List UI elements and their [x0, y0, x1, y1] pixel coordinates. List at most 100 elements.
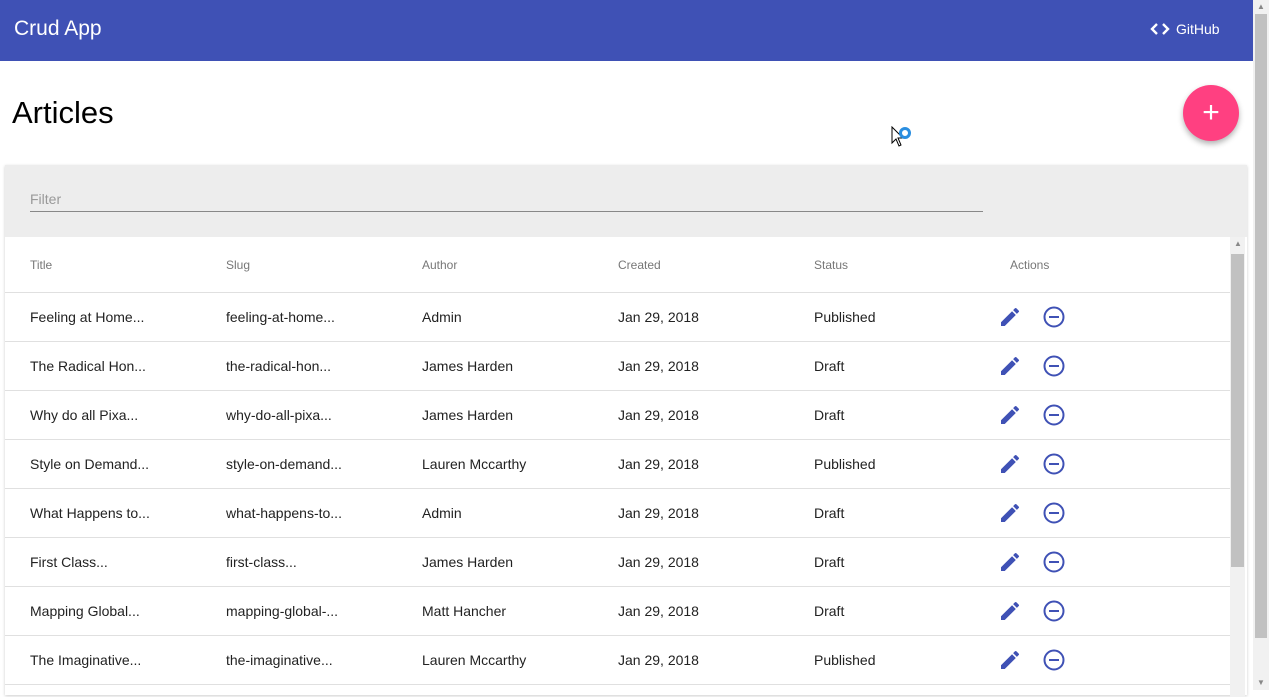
scroll-up-arrow-icon[interactable]: ▲ [1257, 2, 1265, 11]
table-row: The Imaginative... the-imaginative... Laur… [5, 636, 1230, 685]
app-bar: Crud App GitHub [0, 0, 1253, 61]
cell-actions [985, 599, 1181, 623]
cell-title: The Imaginative... [30, 652, 142, 668]
table-scrollbar-thumb[interactable] [1231, 254, 1244, 567]
cell-slug: feeling-at-home... [226, 309, 335, 325]
column-header-author[interactable]: Author [422, 257, 458, 272]
remove-circle-icon [1043, 600, 1065, 622]
remove-circle-icon [1043, 649, 1065, 671]
github-link[interactable]: GitHub [1150, 21, 1220, 37]
cell-title: Style on Demand... [30, 456, 150, 472]
cell-status: Draft [814, 505, 845, 521]
delete-button[interactable] [1042, 305, 1066, 329]
cell-slug: first-class... [226, 554, 297, 570]
delete-button[interactable] [1042, 452, 1066, 476]
cell-slug: why-do-all-pixa... [226, 407, 332, 423]
busy-cursor-icon [891, 126, 911, 147]
cell-author: Admin [422, 309, 462, 325]
page-scrollbar[interactable]: ▲ ▼ [1253, 0, 1269, 690]
cell-status: Published [814, 309, 876, 325]
table-header: Title Slug Author Created Status Actions [5, 237, 1230, 293]
table-row: Style on Demand... style-on-demand... Laur… [5, 440, 1230, 489]
edit-button[interactable] [998, 403, 1022, 427]
scroll-down-arrow-icon[interactable]: ▼ [1257, 678, 1265, 687]
remove-circle-icon [1043, 404, 1065, 426]
delete-button[interactable] [1042, 648, 1066, 672]
cell-actions [985, 550, 1181, 574]
cell-actions [985, 648, 1181, 672]
cell-status: Published [814, 652, 876, 668]
code-icon [1150, 23, 1170, 35]
cell-actions [985, 305, 1181, 329]
articles-card: Title Slug Author Created Status Actions… [5, 165, 1247, 697]
cell-author: James Harden [422, 407, 514, 423]
table-row: Why do all Pixa... why-do-all-pixa... Jame… [5, 391, 1230, 440]
column-header-title[interactable]: Title [30, 257, 53, 272]
edit-button[interactable] [998, 452, 1022, 476]
cell-actions [985, 403, 1181, 427]
cell-status: Draft [814, 554, 845, 570]
app-title: Crud App [14, 17, 102, 40]
pencil-icon [1001, 503, 1020, 522]
pencil-icon [1001, 356, 1020, 375]
edit-button[interactable] [998, 648, 1022, 672]
delete-button[interactable] [1042, 599, 1066, 623]
plus-icon: + [1202, 96, 1220, 129]
column-header-created[interactable]: Created [618, 257, 661, 272]
column-header-status[interactable]: Status [814, 257, 849, 272]
cell-title: The Radical Hon... [30, 358, 146, 374]
column-header-slug[interactable]: Slug [226, 257, 251, 272]
remove-circle-icon [1043, 453, 1065, 475]
edit-button[interactable] [998, 550, 1022, 574]
filter-input[interactable] [30, 187, 983, 212]
page-title: Articles [12, 95, 114, 130]
remove-circle-icon [1043, 306, 1065, 328]
pencil-icon [1001, 650, 1020, 669]
cell-author: Lauren Mccarthy [422, 652, 527, 668]
cell-title: Mapping Global... [30, 603, 140, 619]
filter-bar [5, 165, 1247, 237]
delete-button[interactable] [1042, 354, 1066, 378]
cell-created: Jan 29, 2018 [618, 554, 699, 570]
pencil-icon [1001, 454, 1020, 473]
articles-table: Title Slug Author Created Status Actions… [5, 237, 1230, 685]
table-row: Mapping Global... mapping-global-... Matt … [5, 587, 1230, 636]
remove-circle-icon [1043, 502, 1065, 524]
cell-status: Published [814, 456, 876, 472]
pencil-icon [1001, 552, 1020, 571]
scroll-up-arrow-icon[interactable]: ▲ [1234, 239, 1242, 248]
cell-actions [985, 501, 1181, 525]
cell-author: James Harden [422, 358, 514, 374]
cell-author: Matt Hancher [422, 603, 507, 619]
cell-slug: style-on-demand... [226, 456, 342, 472]
table-row: The Radical Hon... the-radical-hon... Jame… [5, 342, 1230, 391]
delete-button[interactable] [1042, 501, 1066, 525]
cell-title: Feeling at Home... [30, 309, 145, 325]
add-article-button[interactable]: + [1183, 85, 1239, 141]
edit-button[interactable] [998, 599, 1022, 623]
cell-title: First Class... [30, 554, 108, 570]
page-scrollbar-thumb[interactable] [1255, 14, 1267, 638]
cell-author: Lauren Mccarthy [422, 456, 527, 472]
edit-button[interactable] [998, 305, 1022, 329]
table-scrollbar[interactable]: ▲ [1230, 237, 1245, 697]
cell-status: Draft [814, 603, 845, 619]
cell-slug: the-radical-hon... [226, 358, 332, 374]
cell-created: Jan 29, 2018 [618, 407, 699, 423]
table-row: First Class... first-class... James Harden… [5, 538, 1230, 587]
edit-button[interactable] [998, 354, 1022, 378]
cell-created: Jan 29, 2018 [618, 358, 699, 374]
pencil-icon [1001, 405, 1020, 424]
delete-button[interactable] [1042, 403, 1066, 427]
cell-slug: what-happens-to... [226, 505, 342, 521]
cell-author: Admin [422, 505, 462, 521]
cell-actions [985, 354, 1181, 378]
cell-created: Jan 29, 2018 [618, 505, 699, 521]
cell-created: Jan 29, 2018 [618, 603, 699, 619]
delete-button[interactable] [1042, 550, 1066, 574]
edit-button[interactable] [998, 501, 1022, 525]
cell-status: Draft [814, 358, 845, 374]
cell-slug: mapping-global-... [226, 603, 339, 619]
cell-actions [985, 452, 1181, 476]
github-label: GitHub [1176, 21, 1220, 37]
